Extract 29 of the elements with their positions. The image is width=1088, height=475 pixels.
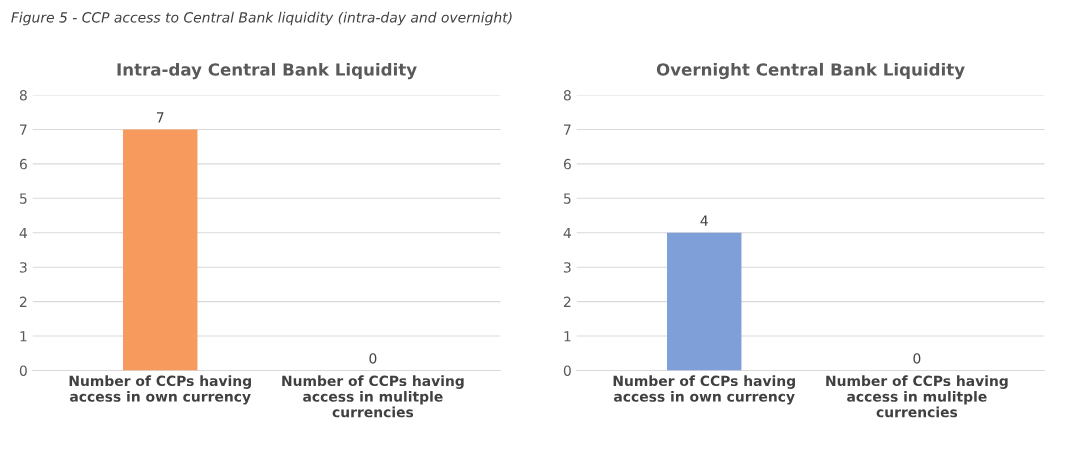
y-tick-label: 6 bbox=[563, 158, 571, 170]
y-tick-label: 1 bbox=[20, 331, 27, 342]
y-tick-label: 5 bbox=[564, 193, 571, 204]
data-label: 4 bbox=[700, 215, 708, 226]
chart-title: Intra-day Central Bank Liquidity bbox=[117, 62, 417, 80]
y-tick-label: 5 bbox=[20, 193, 27, 204]
y-tick-label: 4 bbox=[19, 227, 27, 239]
y-tick-label: 1 bbox=[564, 331, 571, 342]
data-label: 7 bbox=[156, 112, 164, 123]
x-tick-label: Number of CCPs having access in mulitple currencies bbox=[826, 375, 1008, 418]
y-tick-label: 3 bbox=[564, 262, 571, 273]
y-tick-label: 0 bbox=[19, 365, 27, 376]
chart-title: Overnight Central Bank Liquidity bbox=[656, 62, 965, 80]
y-tick-label: 2 bbox=[563, 296, 571, 307]
y-tick-label: 4 bbox=[563, 227, 571, 239]
data-label: 0 bbox=[369, 353, 377, 364]
caption: Figure 5 - CCP access to Central Bank liquidity (intra-day and overnight) bbox=[11, 11, 512, 26]
y-tick-label: 6 bbox=[19, 158, 27, 170]
y-tick-label: 8 bbox=[19, 89, 27, 101]
y-tick-label: 3 bbox=[20, 262, 27, 273]
y-tick-label: 7 bbox=[20, 124, 27, 135]
y-tick-label: 0 bbox=[563, 365, 571, 376]
y-tick-label: 8 bbox=[563, 89, 571, 101]
y-tick-label: 2 bbox=[19, 296, 27, 307]
x-tick-label: Number of CCPs having access in mulitple currencies bbox=[282, 375, 464, 418]
x-tick-label: Number of CCPs having access in own currency bbox=[69, 375, 251, 405]
data-label: 0 bbox=[913, 353, 921, 364]
y-tick-label: 7 bbox=[564, 124, 571, 135]
x-tick-label: Number of CCPs having access in own currency bbox=[613, 375, 795, 405]
